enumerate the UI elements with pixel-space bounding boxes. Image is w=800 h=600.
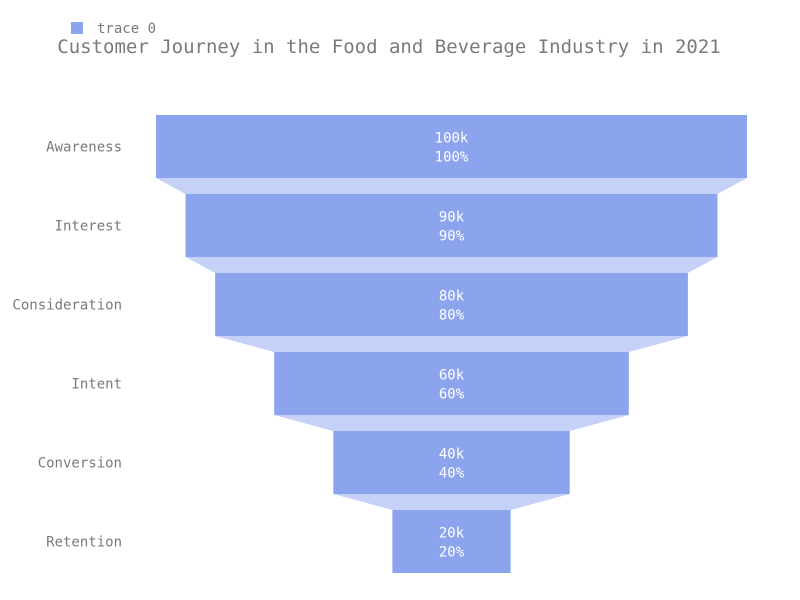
- funnel-bar-conversion[interactable]: [333, 431, 570, 494]
- funnel-connector: [215, 336, 688, 352]
- value-label: 60k: [439, 368, 465, 384]
- funnel-connector: [156, 178, 747, 194]
- percent-label: 80%: [439, 308, 465, 324]
- funnel-connector: [333, 494, 570, 510]
- value-label: 20k: [439, 526, 465, 542]
- value-label: 90k: [439, 210, 465, 226]
- category-label: Interest: [55, 219, 122, 235]
- percent-label: 90%: [439, 229, 465, 245]
- value-label: 80k: [439, 289, 465, 305]
- percent-label: 20%: [439, 545, 465, 561]
- funnel-connector: [274, 415, 629, 431]
- funnel-bar-interest[interactable]: [185, 194, 718, 257]
- funnel-bar-retention[interactable]: [392, 510, 511, 573]
- legend-swatch[interactable]: [71, 22, 83, 34]
- category-label: Retention: [46, 535, 122, 551]
- funnel-connector: [185, 257, 718, 273]
- legend-label[interactable]: trace 0: [97, 21, 156, 37]
- percent-label: 40%: [439, 466, 465, 482]
- value-label: 100k: [435, 131, 469, 147]
- value-label: 40k: [439, 447, 465, 463]
- category-label: Intent: [71, 377, 122, 393]
- category-label: Conversion: [38, 456, 122, 472]
- category-label: Awareness: [46, 140, 122, 156]
- chart-title: Customer Journey in the Food and Beverag…: [57, 36, 720, 58]
- category-label: Consideration: [12, 298, 122, 314]
- funnel-bar-awareness[interactable]: [156, 115, 747, 178]
- percent-label: 60%: [439, 387, 465, 403]
- funnel-bar-consideration[interactable]: [215, 273, 688, 336]
- percent-label: 100%: [435, 150, 469, 166]
- funnel-group: Awareness 100k 100% Interest 90k 90% Considera…: [12, 115, 747, 573]
- funnel-bar-intent[interactable]: [274, 352, 629, 415]
